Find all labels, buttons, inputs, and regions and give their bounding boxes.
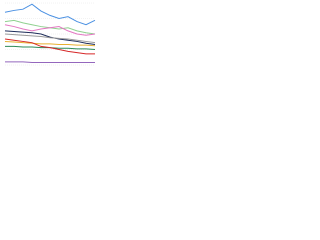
series-line [4,24,96,36]
series-line [4,3,96,26]
series-line [4,33,96,44]
series-line [4,40,96,47]
series-line [4,38,95,55]
chart [4,2,96,66]
series-line [5,61,95,64]
page: {"chart_data": {"type": "line", "ylim": … [0,0,320,71]
series-line [4,30,96,46]
